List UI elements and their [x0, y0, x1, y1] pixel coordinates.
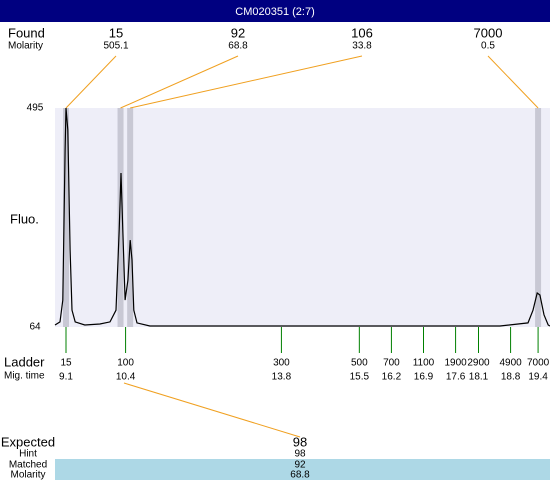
connector — [123, 382, 301, 438]
ladder-size: 4900 — [499, 358, 522, 369]
plot-area — [55, 108, 550, 327]
ladder-size: 700 — [383, 358, 400, 369]
title-bar — [0, 0, 550, 22]
trace — [54, 107, 550, 327]
matched-highlight — [55, 459, 550, 480]
ladder-time: 10.4 — [116, 372, 136, 383]
ladder-size: 300 — [273, 358, 290, 369]
ladder-time: 13.8 — [272, 372, 292, 383]
connector — [65, 55, 117, 109]
molarity-label: Molarity — [10, 470, 45, 480]
found-size: 15 — [109, 25, 123, 40]
found-molarity: 0.5 — [481, 41, 495, 52]
connector — [130, 55, 363, 109]
expected-value: 98 — [293, 434, 307, 449]
ladder-size: 500 — [351, 358, 368, 369]
peak-band — [535, 108, 542, 327]
found-molarity: 33.8 — [352, 41, 372, 52]
matched-value: 92 — [294, 460, 306, 471]
connector — [487, 55, 539, 109]
ladder-label: Ladder — [4, 354, 45, 369]
found-sub-label: Molarity — [8, 41, 43, 52]
hint-label: Hint — [19, 449, 37, 460]
expected-label: Expected — [1, 434, 55, 449]
y-label: Fluo. — [10, 211, 39, 226]
connector — [120, 55, 239, 109]
peak-band — [127, 108, 134, 327]
peak-band — [117, 108, 124, 327]
ladder-time: 16.9 — [414, 372, 434, 383]
ladder-size: 1100 — [413, 358, 435, 369]
matched-label: Matched — [9, 460, 47, 471]
ladder-time: 16.2 — [382, 372, 402, 383]
hint-value: 98 — [294, 449, 306, 460]
ladder-time: 18.8 — [501, 372, 521, 383]
found-size: 92 — [231, 25, 245, 40]
ladder-size: 2900 — [467, 358, 490, 369]
ladder-time: 15.5 — [350, 372, 370, 383]
found-size: 106 — [351, 25, 373, 40]
ladder-time: 9.1 — [59, 372, 73, 383]
ladder-time: 17.6 — [446, 372, 466, 383]
found-label: Found — [8, 25, 45, 40]
y-tick-label: 495 — [27, 103, 44, 114]
ladder-sub-label: Mig. time — [4, 371, 45, 382]
y-tick-label: 64 — [29, 322, 41, 333]
ladder-size: 1900 — [444, 358, 467, 369]
ladder-size: 15 — [60, 358, 72, 369]
found-molarity: 505.1 — [103, 41, 128, 52]
ladder-size: 7000 — [527, 358, 550, 369]
title: CM020351 (2:7) — [235, 6, 315, 18]
ladder-size: 100 — [117, 358, 134, 369]
peak-band — [63, 108, 69, 327]
found-molarity: 68.8 — [228, 41, 248, 52]
found-size: 7000 — [474, 25, 503, 40]
ladder-time: 18.1 — [469, 372, 489, 383]
molarity-value: 68.8 — [290, 470, 310, 480]
ladder-time: 19.4 — [528, 372, 548, 383]
